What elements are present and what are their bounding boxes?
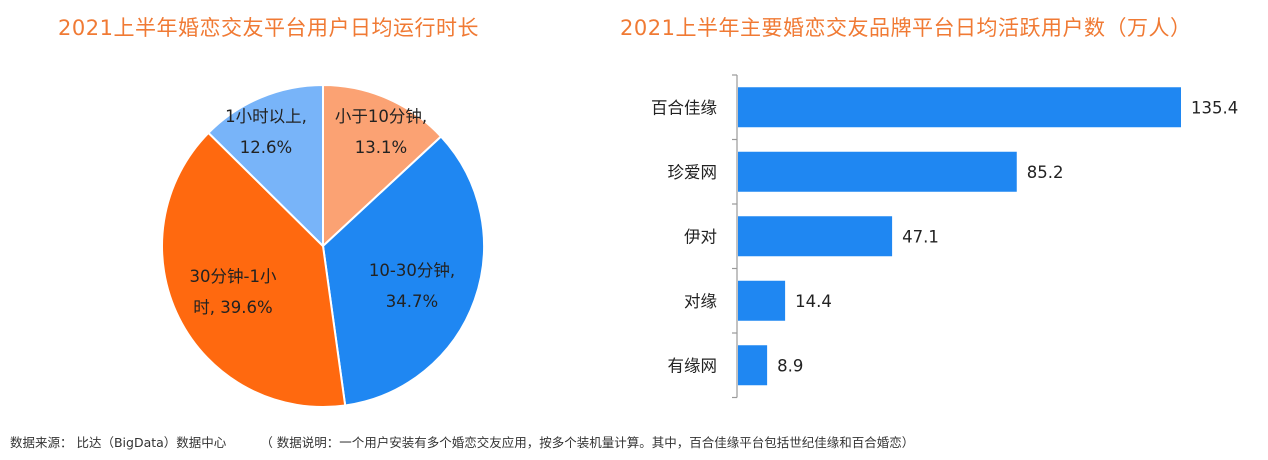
bar-value-label: 135.4	[1191, 98, 1238, 117]
pie-chart: 小于10分钟, 13.1% 10-30分钟, 34.7% 30分钟-1小时, 39.6%…	[161, 83, 485, 408]
bar-category-label: 珍爱网	[668, 163, 718, 182]
footer-note: （ 数据说明：一个用户安装有多个婚恋交友应用，按多个装机量计算。其中，百合佳缘平…	[260, 435, 915, 450]
pie-slice	[322, 83, 443, 249]
bar	[738, 280, 786, 321]
bar	[738, 151, 1017, 192]
bar-category-label: 伊对	[684, 227, 717, 246]
bar-value-label: 47.1	[902, 227, 939, 246]
footer: 数据来源： 比达（BigData）数据中心 （ 数据说明：一个用户安装有多个婚恋交…	[10, 432, 914, 451]
bar-category-label: 百合佳缘	[651, 98, 717, 117]
bar-chart: 百合佳缘 135.4 珍爱网 85.2 伊对 47.1 对缘 14.4 有缘网 8.9	[651, 74, 1238, 399]
bar-category-label: 有缘网	[668, 356, 718, 375]
bar-value-label: 8.9	[777, 356, 803, 375]
pie-slice-label: 1小时以上, 12.6%	[225, 107, 307, 157]
bar-value-label: 14.4	[795, 292, 832, 311]
bar	[738, 216, 893, 257]
pie-slice-label: 小于10分钟, 13.1%	[335, 107, 427, 157]
bar-category-label: 对缘	[684, 292, 717, 311]
pie-slice	[207, 83, 324, 249]
bar	[738, 345, 768, 386]
pie-slice	[321, 135, 485, 407]
bar	[738, 87, 1181, 128]
pie-slice-label: 10-30分钟, 34.7%	[369, 261, 455, 311]
pie-chart-title: 2021上半年婚恋交友平台用户日均运行时长	[58, 16, 479, 40]
pie-slice	[161, 131, 347, 408]
bar-value-label: 85.2	[1027, 163, 1064, 182]
pie-slice-label: 30分钟-1小时, 39.6%	[190, 267, 277, 317]
bar-chart-title: 2021上半年主要婚恋交友品牌平台日均活跃用户数（万人）	[620, 16, 1192, 40]
footer-source: 数据来源： 比达（BigData）数据中心	[10, 435, 227, 450]
